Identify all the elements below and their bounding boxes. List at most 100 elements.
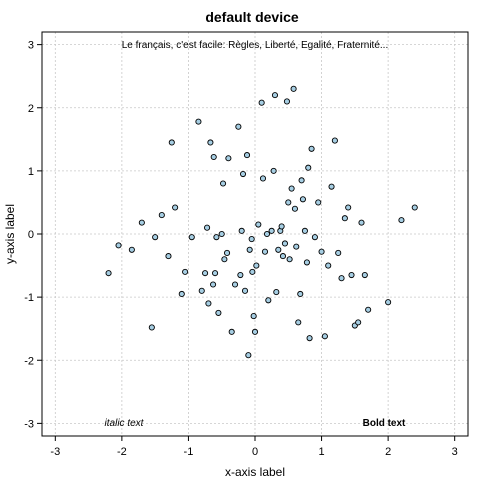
data-point <box>318 248 325 255</box>
data-point <box>385 299 392 306</box>
data-point <box>248 235 255 243</box>
data-point <box>182 268 189 275</box>
data-point <box>231 281 239 288</box>
data-point <box>268 227 275 234</box>
data-point <box>290 85 297 92</box>
x-tick-label: 0 <box>252 446 258 458</box>
data-point <box>239 170 247 178</box>
y-tick-label: -2 <box>24 355 34 367</box>
data-point <box>271 92 279 99</box>
data-point <box>341 215 348 222</box>
data-point <box>295 319 302 326</box>
data-point <box>361 271 368 279</box>
data-point <box>165 253 172 260</box>
x-tick-label: -2 <box>117 446 127 458</box>
data-point <box>298 177 305 184</box>
data-point <box>158 212 165 219</box>
y-tick-label: 3 <box>28 40 34 52</box>
data-point <box>128 246 135 253</box>
data-point <box>299 196 306 203</box>
data-point <box>325 262 332 269</box>
data-point <box>188 234 195 241</box>
data-point <box>210 153 217 161</box>
data-point <box>215 309 222 316</box>
data-point <box>331 137 338 144</box>
chart-title: default device <box>205 9 299 25</box>
data-point <box>278 223 285 230</box>
x-axis-label: x-axis label <box>225 465 285 479</box>
data-point <box>305 164 312 171</box>
data-point <box>263 230 271 238</box>
data-point <box>202 270 209 277</box>
y-tick-label: 0 <box>28 229 34 241</box>
x-tick-label: 1 <box>319 446 325 458</box>
data-point <box>311 234 318 241</box>
x-tick-label: -1 <box>184 446 194 458</box>
data-point <box>243 152 251 159</box>
data-point <box>250 313 257 320</box>
data-point <box>297 290 304 298</box>
grid-lines <box>42 32 468 436</box>
data-point <box>348 271 355 279</box>
data-point <box>219 180 227 187</box>
x-tick-label: 3 <box>452 446 458 458</box>
data-point <box>321 333 328 340</box>
data-point <box>105 270 112 277</box>
data-point <box>365 306 372 313</box>
y-axis-ticks: -3 -2 -1 0 1 2 3 <box>24 40 42 430</box>
data-point <box>138 219 145 226</box>
data-points <box>105 85 418 359</box>
data-point <box>195 118 202 125</box>
annotation-bold: Bold text <box>363 418 406 429</box>
data-point <box>358 219 365 226</box>
data-point <box>398 217 405 224</box>
data-point <box>212 270 219 277</box>
data-point <box>279 253 287 260</box>
data-point <box>259 175 267 182</box>
annotation-italic: italic text <box>105 418 145 429</box>
data-point <box>275 246 282 253</box>
data-point <box>218 230 225 238</box>
data-point <box>288 185 295 192</box>
data-point <box>411 204 418 211</box>
x-tick-label: 2 <box>385 446 391 458</box>
data-point <box>253 262 260 269</box>
data-point <box>291 205 298 212</box>
data-point <box>245 352 252 359</box>
data-point <box>115 242 122 249</box>
data-point <box>306 335 313 342</box>
data-point <box>338 275 345 282</box>
data-point <box>301 227 308 234</box>
data-point <box>283 98 291 105</box>
x-tick-label: -3 <box>50 446 60 458</box>
data-point <box>205 300 212 307</box>
data-point <box>172 204 179 211</box>
data-point <box>258 99 265 106</box>
y-axis-label: y-axis label <box>3 204 17 264</box>
data-point <box>225 155 232 162</box>
data-point <box>241 287 249 294</box>
data-point <box>255 221 262 228</box>
y-tick-label: 2 <box>28 103 34 115</box>
annotation-top: Le français, c'est facile: Règles, Liber… <box>122 40 388 51</box>
data-point <box>303 259 310 266</box>
data-point <box>270 167 277 174</box>
data-point <box>335 249 342 256</box>
data-point <box>235 123 242 130</box>
data-point <box>198 287 205 294</box>
x-axis-ticks: -3 -2 -1 0 1 2 3 <box>50 436 458 458</box>
data-point <box>178 290 185 298</box>
data-point <box>249 268 256 275</box>
data-point <box>286 256 293 263</box>
data-point <box>168 139 175 146</box>
data-point <box>281 240 289 247</box>
data-point <box>210 281 217 288</box>
data-point <box>228 328 235 335</box>
data-point <box>213 234 220 241</box>
data-point <box>285 199 292 206</box>
data-point <box>237 271 244 279</box>
data-point <box>273 289 280 296</box>
data-point <box>246 246 253 253</box>
data-point <box>207 139 214 146</box>
